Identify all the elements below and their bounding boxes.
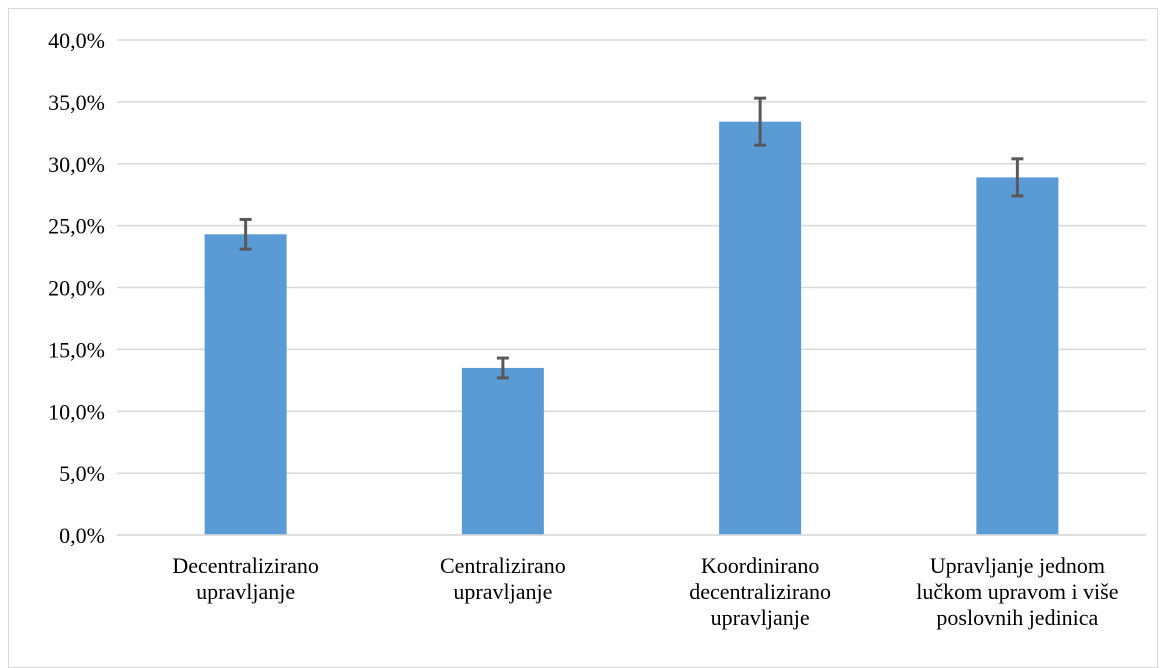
y-tick-label: 30,0% (48, 152, 105, 177)
x-category-label: Centralizirano upravljanje (440, 553, 566, 604)
bar-chart: 0,0% 5,0% 10,0% 15,0% 20,0% 25,0% 30,0% 35,0% 40… (48, 28, 1146, 630)
x-category-label-line: Decentralizirano (172, 553, 319, 578)
y-tick-label: 10,0% (48, 399, 105, 424)
bar (976, 177, 1059, 536)
y-tick-label: 40,0% (48, 28, 105, 53)
x-category-label-line: Centralizirano (440, 553, 566, 578)
y-tick-label: 0,0% (59, 523, 105, 548)
x-category-label: Upravljanje jednom lučkom upravom i više p… (916, 553, 1118, 630)
x-category-label-line: Koordinirano (701, 553, 820, 578)
bar (204, 234, 287, 535)
y-tick-label: 25,0% (48, 214, 105, 239)
y-tick-label: 15,0% (48, 337, 105, 362)
bar (461, 367, 544, 535)
x-category-label-line: Upravljanje jednom (930, 553, 1105, 578)
x-category-label-line: decentralizirano (689, 579, 831, 604)
x-category-label: Decentralizirano upravljanje (172, 553, 319, 604)
y-tick-label: 20,0% (48, 276, 105, 301)
x-category-label-line: upravljanje (711, 605, 810, 630)
y-tick-label: 5,0% (59, 461, 105, 486)
x-category-label-line: lučkom upravom i više (916, 579, 1118, 604)
x-category-label-line: upravljanje (453, 579, 552, 604)
bar (719, 121, 802, 536)
x-category-label-line: poslovnih jedinica (936, 605, 1098, 630)
x-category-label: Koordinirano decentralizirano upravljanje (689, 553, 831, 630)
y-tick-label: 35,0% (48, 90, 105, 115)
x-category-label-line: upravljanje (196, 579, 295, 604)
